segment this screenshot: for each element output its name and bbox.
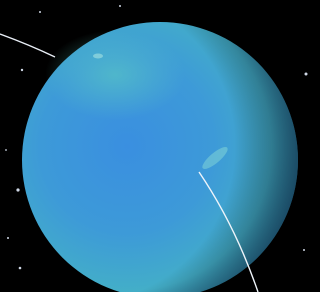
star	[21, 69, 23, 71]
star	[19, 267, 22, 270]
page-body	[0, 0, 320, 292]
star	[16, 188, 19, 191]
star	[7, 237, 9, 239]
star	[119, 5, 121, 7]
star	[305, 73, 308, 76]
planet-image	[0, 0, 316, 292]
star	[303, 249, 305, 251]
star	[39, 11, 41, 13]
page: Planet {} html, body { margin: 0; paddin…	[0, 0, 320, 292]
star	[5, 149, 7, 151]
planet-shadow	[22, 22, 298, 292]
